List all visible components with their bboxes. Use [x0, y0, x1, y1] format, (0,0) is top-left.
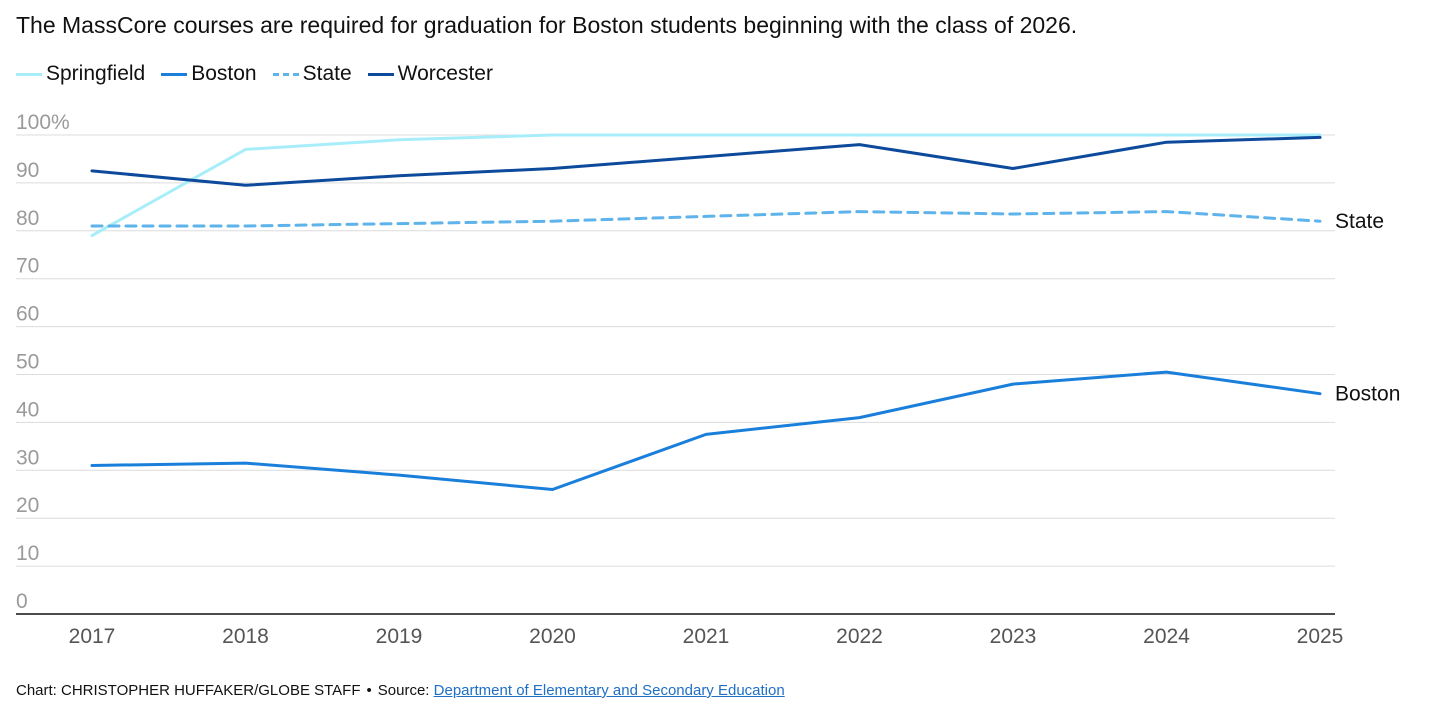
- x-tick-label: 2023: [990, 625, 1037, 648]
- legend-label: Worcester: [397, 62, 493, 85]
- series-line-state: [90, 210, 1322, 228]
- legend-label: Springfield: [46, 62, 146, 85]
- legend-item-worcester: Worcester: [367, 62, 493, 86]
- footer-separator: •: [366, 682, 372, 699]
- y-tick-label: 80: [16, 207, 39, 230]
- y-tick-label: 0: [16, 590, 28, 613]
- x-tick-label: 2020: [529, 625, 576, 648]
- x-tick-label: 2025: [1297, 625, 1344, 648]
- x-tick-label: 2021: [683, 625, 730, 648]
- y-tick-label: 30: [16, 446, 39, 469]
- x-tick-label: 2022: [836, 625, 883, 648]
- chart-subtitle: The MassCore courses are required for gr…: [16, 12, 1078, 38]
- legend-swatch: [272, 72, 299, 76]
- chart-legend: Springfield Boston State Worcester: [16, 60, 493, 88]
- series-line-boston: [90, 370, 1322, 491]
- legend-item-springfield: Springfield: [16, 62, 145, 86]
- legend-swatch: [367, 72, 394, 76]
- source-prefix: Source:: [377, 682, 430, 699]
- y-tick-label: 50: [16, 351, 39, 374]
- legend-label: State: [302, 62, 352, 85]
- y-tick-label: 60: [16, 303, 39, 326]
- series-end-label-boston: Boston: [1335, 383, 1400, 406]
- chart-footer: Chart: CHRISTOPHER HUFFAKER/GLOBE STAFF •…: [16, 681, 785, 701]
- series-line-springfield: [90, 133, 1322, 238]
- legend-swatch: [16, 72, 42, 76]
- series-line-worcester: [90, 135, 1322, 187]
- x-tick-label: 2017: [69, 625, 116, 648]
- legend-swatch: [161, 72, 188, 76]
- y-tick-label: 40: [16, 398, 39, 421]
- y-tick-label: 10: [16, 542, 39, 565]
- y-tick-label: 70: [16, 255, 39, 278]
- source-link[interactable]: Department of Elementary and Secondary E…: [433, 682, 785, 699]
- y-tick-label: 100%: [16, 111, 70, 134]
- legend-label: Boston: [191, 62, 257, 85]
- y-tick-label: 20: [16, 494, 39, 517]
- x-tick-label: 2024: [1143, 625, 1190, 648]
- x-tick-label: 2018: [222, 625, 269, 648]
- legend-item-boston: Boston: [161, 62, 257, 86]
- x-tick-label: 2019: [376, 625, 423, 648]
- y-tick-label: 90: [16, 159, 39, 182]
- legend-item-state: State: [272, 62, 352, 86]
- series-end-label-state: State: [1335, 210, 1384, 233]
- line-chart: 0 10 20 30 40 50 60 70 80 90 100% 2017 2018 2019 2020 2…: [16, 111, 1400, 648]
- chart-credit: Chart: CHRISTOPHER HUFFAKER/GLOBE STAFF: [16, 682, 361, 699]
